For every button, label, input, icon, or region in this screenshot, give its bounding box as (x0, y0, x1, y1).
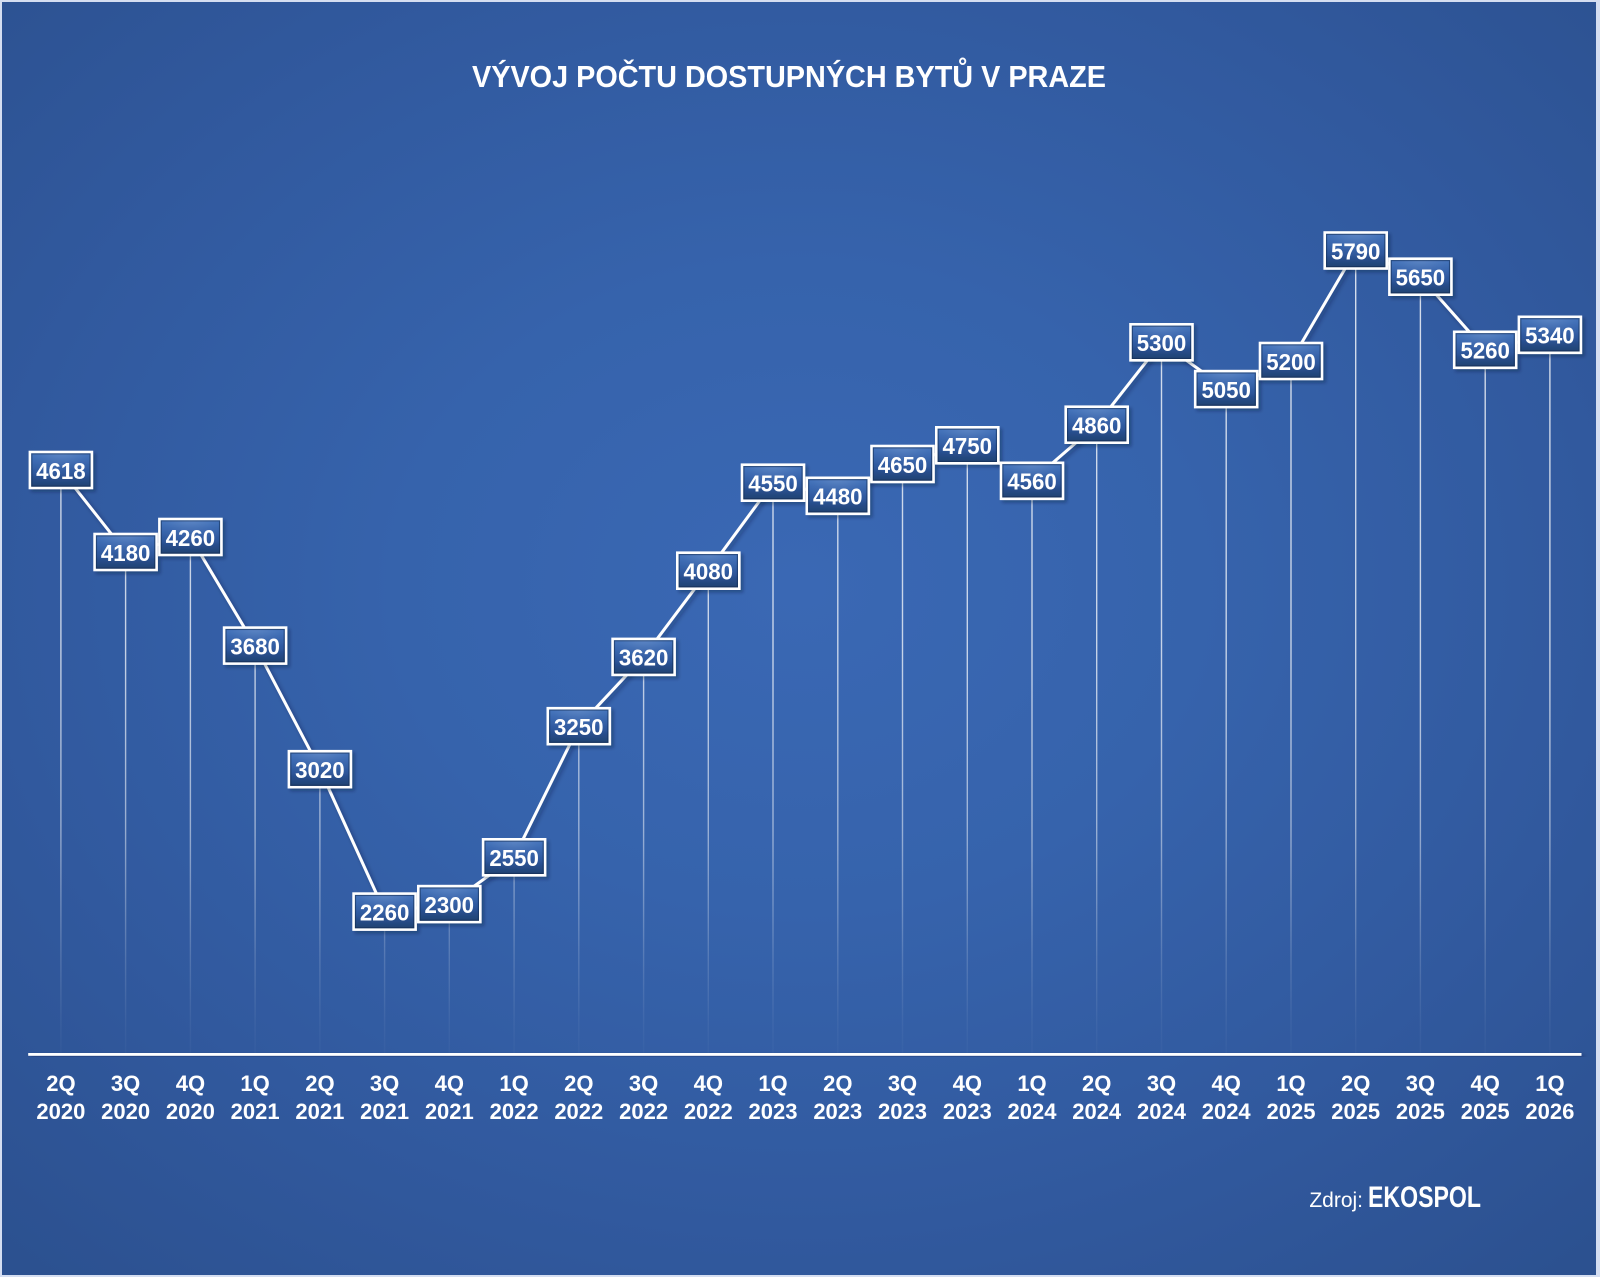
svg-text:2Q: 2Q (1341, 1071, 1370, 1096)
svg-text:2550: 2550 (489, 845, 539, 871)
svg-text:5200: 5200 (1266, 349, 1316, 375)
svg-text:2Q: 2Q (46, 1071, 75, 1096)
svg-text:2025: 2025 (1331, 1099, 1380, 1124)
svg-text:2300: 2300 (425, 892, 475, 918)
svg-text:2020: 2020 (166, 1099, 215, 1124)
svg-text:3Q: 3Q (1406, 1071, 1435, 1096)
svg-text:4Q: 4Q (435, 1071, 464, 1096)
svg-text:4Q: 4Q (694, 1071, 723, 1096)
svg-text:1Q: 1Q (758, 1071, 787, 1096)
svg-text:4Q: 4Q (1212, 1071, 1241, 1096)
svg-text:4618: 4618 (36, 458, 86, 484)
svg-text:4180: 4180 (101, 540, 151, 566)
svg-text:4750: 4750 (943, 433, 993, 459)
svg-text:2025: 2025 (1461, 1099, 1510, 1124)
svg-text:2023: 2023 (813, 1099, 862, 1124)
svg-text:5790: 5790 (1331, 238, 1381, 264)
svg-text:4480: 4480 (813, 484, 863, 510)
svg-text:2026: 2026 (1525, 1099, 1574, 1124)
svg-text:3250: 3250 (554, 714, 604, 740)
svg-text:2021: 2021 (231, 1099, 280, 1124)
svg-text:2022: 2022 (619, 1099, 668, 1124)
svg-text:2023: 2023 (943, 1099, 992, 1124)
svg-text:4080: 4080 (684, 559, 734, 585)
svg-text:2022: 2022 (684, 1099, 733, 1124)
svg-text:4260: 4260 (166, 525, 216, 551)
svg-text:2025: 2025 (1396, 1099, 1445, 1124)
svg-text:2024: 2024 (1072, 1099, 1122, 1124)
svg-text:3620: 3620 (619, 645, 669, 671)
svg-text:5340: 5340 (1525, 323, 1575, 349)
svg-text:4Q: 4Q (176, 1071, 205, 1096)
svg-text:3Q: 3Q (1147, 1071, 1176, 1096)
svg-text:3Q: 3Q (888, 1071, 917, 1096)
svg-text:2023: 2023 (749, 1099, 798, 1124)
svg-text:2Q: 2Q (1082, 1071, 1111, 1096)
svg-text:2Q: 2Q (564, 1071, 593, 1096)
svg-text:2022: 2022 (554, 1099, 603, 1124)
svg-text:5050: 5050 (1201, 377, 1251, 403)
svg-text:2021: 2021 (360, 1099, 409, 1124)
svg-text:2023: 2023 (878, 1099, 927, 1124)
svg-text:1Q: 1Q (1535, 1071, 1564, 1096)
svg-text:5650: 5650 (1396, 265, 1446, 291)
svg-text:2Q: 2Q (305, 1071, 334, 1096)
svg-text:2021: 2021 (425, 1099, 474, 1124)
svg-text:2020: 2020 (36, 1099, 85, 1124)
svg-text:1Q: 1Q (240, 1071, 269, 1096)
svg-text:Zdroj:: Zdroj: (1309, 1189, 1363, 1212)
svg-text:1Q: 1Q (499, 1071, 528, 1096)
svg-text:5300: 5300 (1137, 330, 1187, 356)
svg-text:3680: 3680 (230, 633, 280, 659)
svg-text:2025: 2025 (1267, 1099, 1316, 1124)
svg-text:4650: 4650 (878, 452, 928, 478)
svg-text:1Q: 1Q (1017, 1071, 1046, 1096)
svg-text:VÝVOJ POČTU DOSTUPNÝCH BYTŮ V: VÝVOJ POČTU DOSTUPNÝCH BYTŮ V PRAZE (472, 56, 1106, 94)
svg-text:3020: 3020 (295, 757, 345, 783)
svg-text:3Q: 3Q (370, 1071, 399, 1096)
svg-text:2020: 2020 (101, 1099, 150, 1124)
svg-text:3Q: 3Q (629, 1071, 658, 1096)
svg-text:2260: 2260 (360, 899, 410, 925)
svg-text:1Q: 1Q (1276, 1071, 1305, 1096)
svg-text:4Q: 4Q (1471, 1071, 1500, 1096)
svg-text:EKOSPOL: EKOSPOL (1368, 1181, 1481, 1214)
svg-text:2Q: 2Q (823, 1071, 852, 1096)
svg-text:2021: 2021 (295, 1099, 344, 1124)
svg-text:3Q: 3Q (111, 1071, 140, 1096)
svg-text:2024: 2024 (1137, 1099, 1187, 1124)
svg-text:4860: 4860 (1072, 413, 1122, 439)
svg-text:2024: 2024 (1202, 1099, 1252, 1124)
svg-text:4550: 4550 (748, 471, 798, 497)
svg-text:2022: 2022 (490, 1099, 539, 1124)
svg-text:5260: 5260 (1460, 338, 1510, 364)
svg-text:4560: 4560 (1007, 469, 1057, 495)
svg-text:2024: 2024 (1008, 1099, 1058, 1124)
svg-text:4Q: 4Q (953, 1071, 982, 1096)
